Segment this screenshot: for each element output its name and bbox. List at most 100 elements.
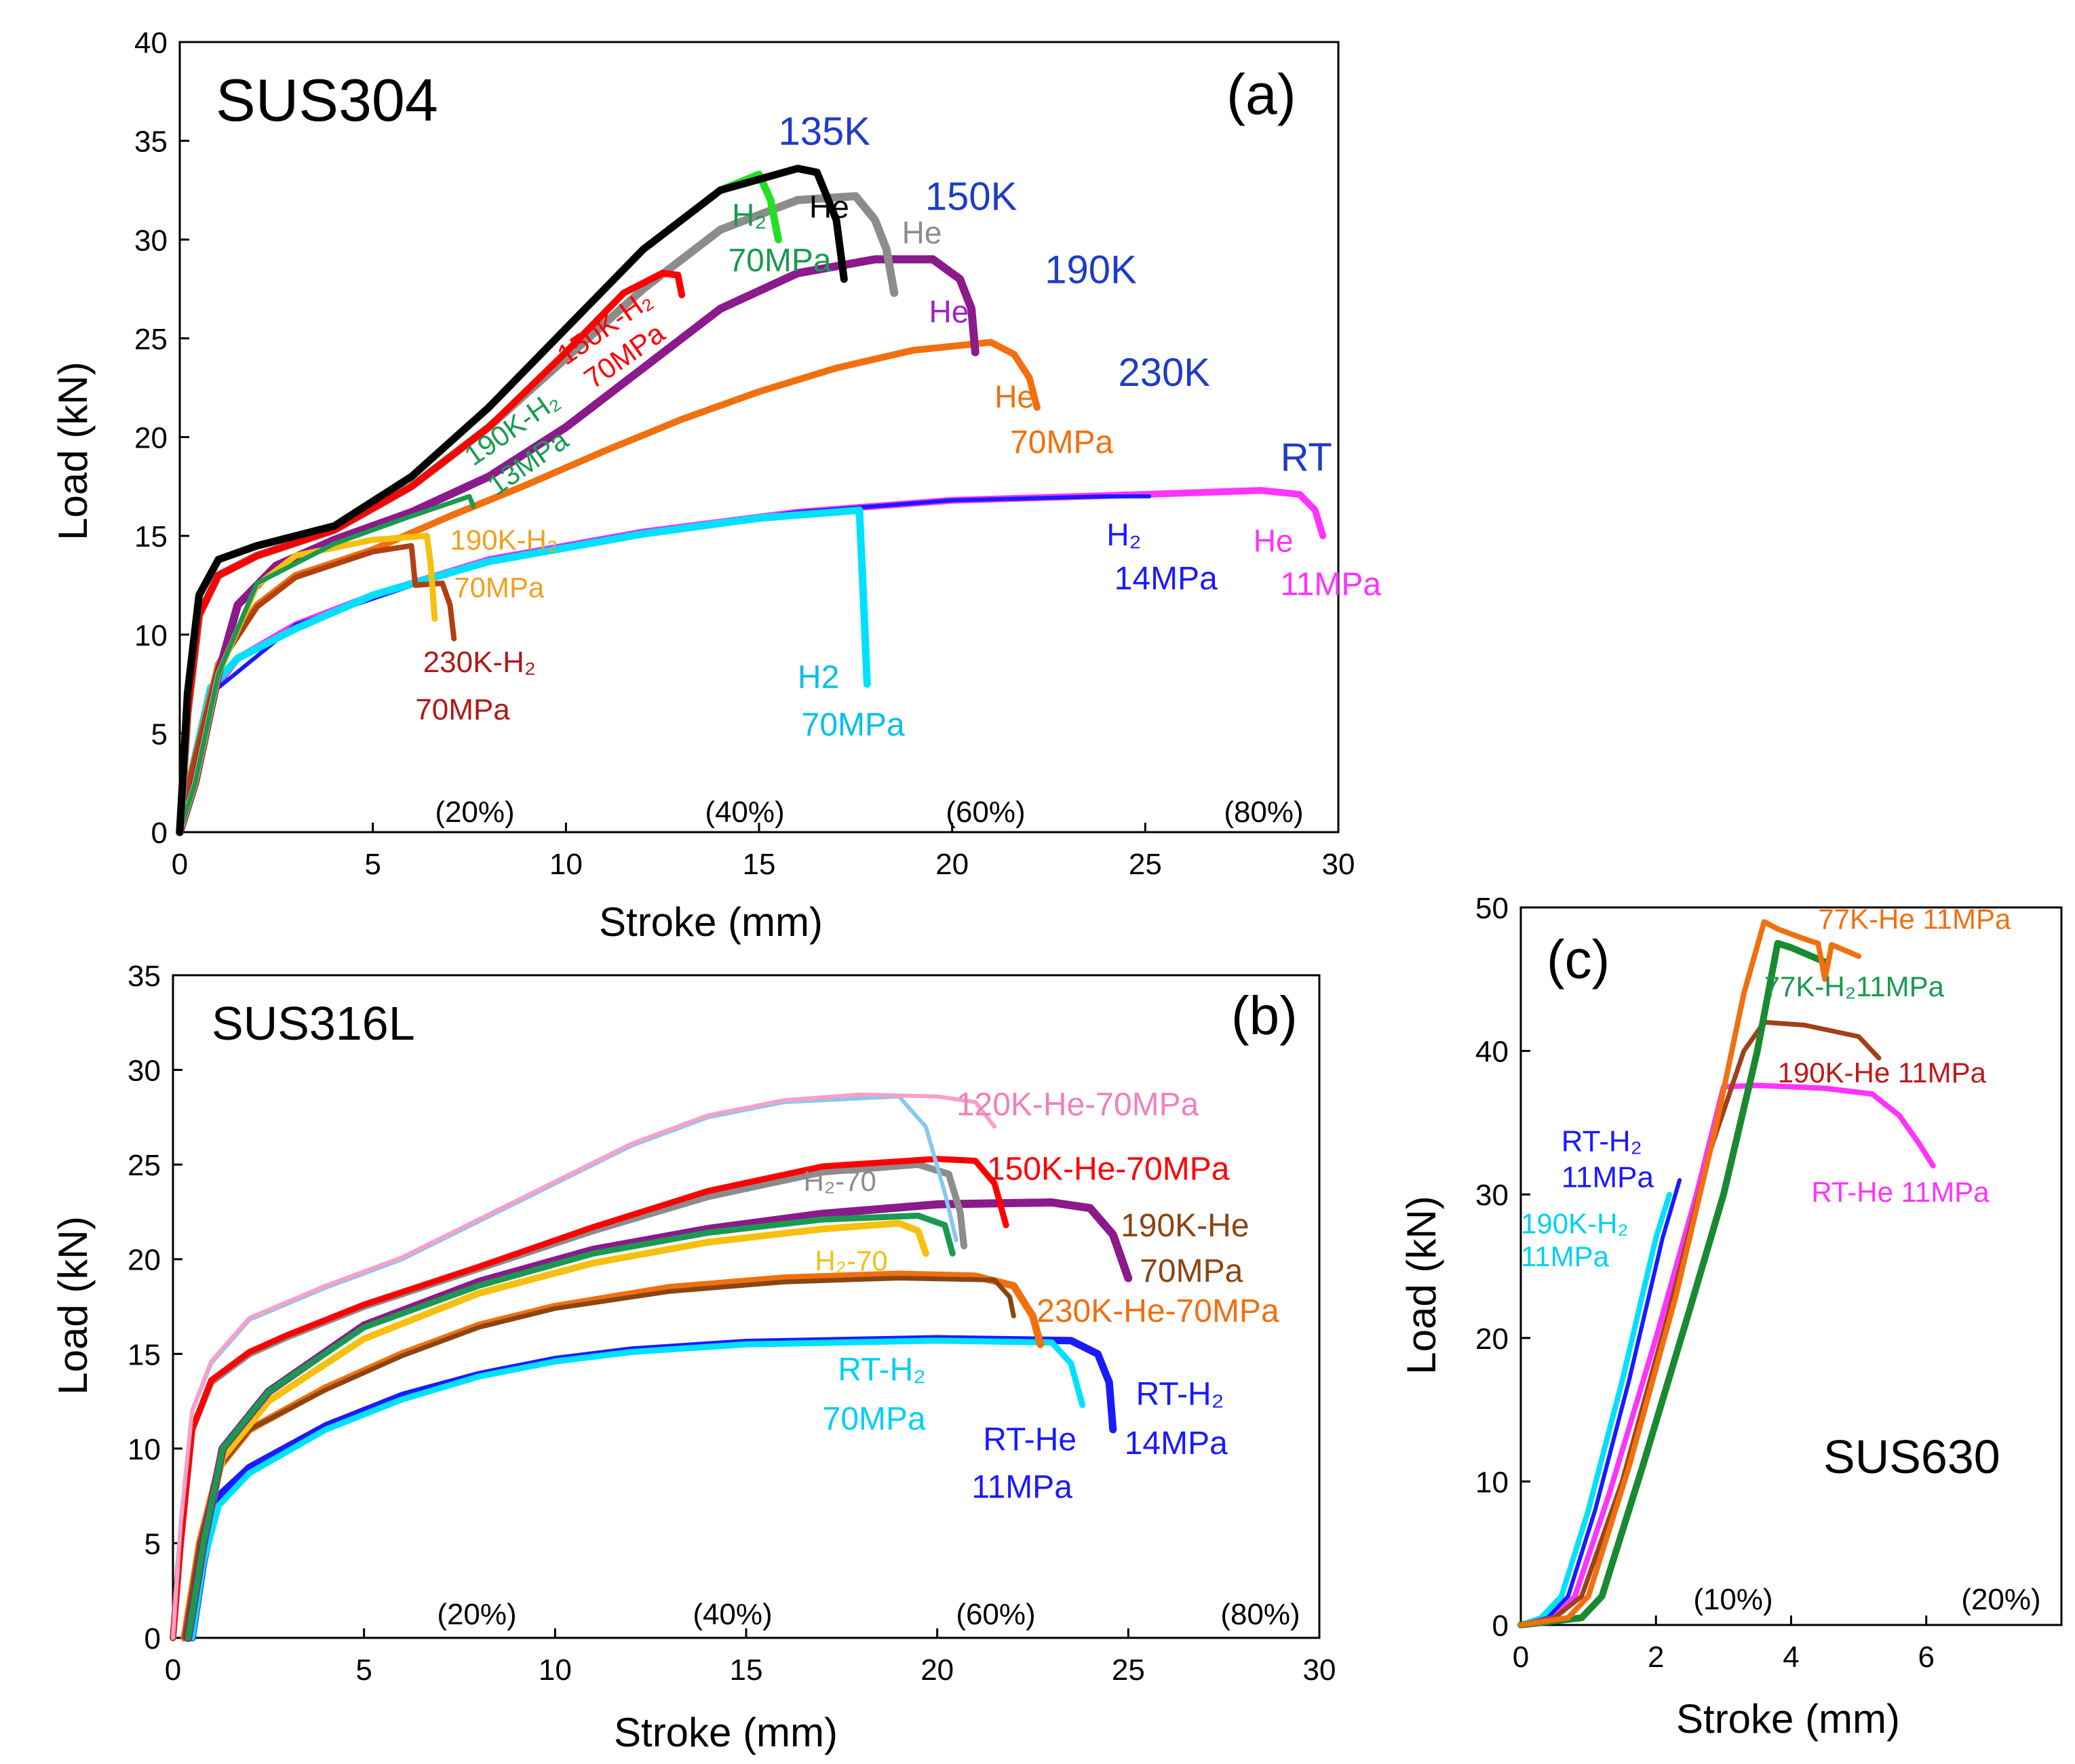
panel-a-series-line <box>176 255 980 836</box>
panel-b-curve-label: H₂-70 <box>815 1244 887 1276</box>
panel-c-y-tick-label: 20 <box>1475 1322 1509 1356</box>
panel-b-x-tick-label: 25 <box>1112 1653 1145 1687</box>
panel-a-curve-label: RT <box>1281 435 1332 479</box>
panel-b-curve-label: 14MPa <box>1125 1426 1228 1462</box>
panel-a-x-tick-label: 10 <box>549 848 583 881</box>
panel-a-curve-label: 190K <box>1045 248 1137 292</box>
panel-b-series-group <box>170 1092 1133 1642</box>
panel-c-material-label: SUS630 <box>1823 1430 2000 1483</box>
panel-c-y-ticks: 0 10 20 30 40 50 <box>1475 892 1530 1643</box>
panel-b-series-line <box>189 1337 1086 1641</box>
panel-c-series-line <box>1518 919 1862 1628</box>
panel-c-series-line <box>1517 939 1829 1628</box>
panel-c-curve-label: RT-He 11MPa <box>1811 1176 1990 1208</box>
panel-b-x-tick-label: 15 <box>730 1653 763 1687</box>
panel-c-strain-mark-label: (10%) <box>1693 1583 1772 1616</box>
panel-a-curve-label: 230K <box>1118 351 1210 395</box>
panel-b-y-axis-title: Load (kN) <box>50 1216 96 1394</box>
panel-a-curve-label: He <box>929 294 969 330</box>
panel-b-curve-label: 11MPa <box>971 1469 1072 1505</box>
panel-a-series-line <box>177 494 476 835</box>
panel-b-annotations: 120K-He-70MPa 150K-He-70MPa 190K-He 70MPa 23… <box>804 1087 1279 1506</box>
panel-b-y-tick-label: 30 <box>128 1055 161 1088</box>
panel-a-x-tick-label: 0 <box>172 848 188 881</box>
panel-a-y-tick-label: 35 <box>134 125 168 159</box>
panel-b-series-line <box>185 1213 956 1641</box>
panel-c-x-tick-label: 0 <box>1513 1641 1529 1674</box>
panel-a-panel-label: (a) <box>1226 62 1296 126</box>
panel-c-x-tick-label: 4 <box>1783 1641 1799 1674</box>
panel-a-curve-label: 230K-H₂ <box>423 646 536 679</box>
panel-c-curve-label: RT-H₂ <box>1562 1125 1642 1158</box>
panel-a-curve-label: 70MPa <box>802 707 905 743</box>
panel-b-curve-label: RT-He <box>983 1422 1077 1458</box>
panel-b-y-tick-label: 25 <box>128 1149 161 1182</box>
panel-c-y-tick-label: 0 <box>1492 1609 1509 1643</box>
panel-b-y-tick-label: 15 <box>128 1338 161 1371</box>
panel-a-curve-label: H₂ <box>1106 517 1141 553</box>
panel-b-y-tick-label: 5 <box>144 1527 161 1561</box>
panel-b-x-tick-label: 30 <box>1303 1653 1336 1687</box>
panel-b-y-ticks: 0 5 10 15 20 25 30 35 <box>128 960 182 1655</box>
panel-a-curve-label: He <box>902 215 942 250</box>
panel-a-x-tick-label: 25 <box>1129 848 1162 881</box>
panel-b-curve-label: RT-H₂ <box>838 1352 926 1388</box>
panel-a-y-tick-label: 0 <box>151 817 168 850</box>
panel-b-y-tick-label: 35 <box>128 960 161 993</box>
panel-a-curve-label: 14MPa <box>1114 561 1218 597</box>
panel-a-curve-label: 70MPa <box>454 571 545 603</box>
panel-c-curve-label: 11MPa <box>1521 1240 1610 1272</box>
panel-b-x-axis-title: Stroke (mm) <box>614 1710 838 1755</box>
panel-b-series-line <box>184 1198 1133 1642</box>
panel-b-strain-mark-label: (80%) <box>1220 1598 1300 1631</box>
panel-b-y-tick-label: 10 <box>128 1433 161 1466</box>
panel-a-curve-label: 135K <box>778 109 870 153</box>
panel-a-strain-mark-label: (80%) <box>1224 796 1303 829</box>
panel-b-curve-label: RT-H₂ <box>1136 1377 1224 1413</box>
panel-a-y-axis-title: Load (kN) <box>50 361 96 540</box>
panel-a-y-ticks: 0 5 10 15 20 25 30 35 40 <box>134 26 189 850</box>
panel-b-curve-label: 70MPa <box>823 1401 926 1437</box>
panel-a-x-tick-label: 20 <box>935 848 969 881</box>
panel-c-y-tick-label: 50 <box>1475 892 1509 925</box>
panel-c-y-tick-label: 30 <box>1475 1179 1509 1212</box>
panel-a-x-ticks: 0 5 10 15 20 25 30 <box>172 823 1355 881</box>
panel-b-strain-mark-label: (40%) <box>693 1598 772 1631</box>
panel-c-panel-label: (c) <box>1547 929 1610 989</box>
panel-b-curve-label: 190K-He <box>1121 1208 1249 1244</box>
panel-b-x-ticks: 0 5 10 15 20 25 30 <box>165 1628 1336 1687</box>
panel-c-x-ticks: 0 2 4 6 <box>1513 1615 1935 1674</box>
panel-b-series-line <box>170 1156 1009 1641</box>
panel-c-series-line <box>1518 1019 1882 1628</box>
panel-a-x-tick-label: 15 <box>743 848 776 881</box>
panel-b-x-tick-label: 20 <box>920 1653 954 1687</box>
panel-c-strain-mark-label: (20%) <box>1961 1583 2040 1616</box>
panel-c-x-axis-title: Stroke (mm) <box>1676 1696 1900 1742</box>
panel-a-series-line <box>176 164 848 836</box>
panel-b-panel-label: (b) <box>1231 985 1298 1046</box>
panel-c-annotations: 77K-He 11MPa 77K-H₂11MPa 190K-He 11MPa RT-H… <box>1521 903 2011 1272</box>
panel-a-curve-label: 150K <box>925 175 1017 219</box>
panel-a-curve-label: 70MPa <box>728 243 831 279</box>
panel-a-x-axis-title: Stroke (mm) <box>599 899 823 945</box>
panel-b-series-line <box>185 1219 929 1641</box>
panel-a-material-label: SUS304 <box>216 66 438 134</box>
panel-c-x-tick-label: 2 <box>1648 1641 1664 1674</box>
panel-a-curve-label: He <box>809 189 849 224</box>
panel-b-series-line <box>171 1092 997 1640</box>
panel-a-plot-frame <box>178 41 1340 834</box>
panel-b-curve-label: H₂-70 <box>804 1165 876 1197</box>
panel-a-x-tick-label: 5 <box>364 848 381 881</box>
panel-a-y-tick-label: 10 <box>134 619 168 652</box>
panel-b-y-tick-label: 0 <box>144 1622 161 1655</box>
panel-b-curve-label: 150K-He-70MPa <box>987 1151 1230 1187</box>
panel-c-y-tick-label: 10 <box>1475 1466 1509 1499</box>
panel-b-strain-mark-label: (20%) <box>437 1598 516 1631</box>
panel-a-y-tick-label: 20 <box>134 422 168 455</box>
panel-a-y-tick-label: 40 <box>134 26 168 60</box>
panel-a-series-line <box>177 543 457 835</box>
panel-c-curve-label: 190K-H₂ <box>1521 1207 1629 1239</box>
panel-c-y-tick-label: 40 <box>1475 1036 1509 1069</box>
panel-a-strain-mark-label: (40%) <box>705 796 784 829</box>
